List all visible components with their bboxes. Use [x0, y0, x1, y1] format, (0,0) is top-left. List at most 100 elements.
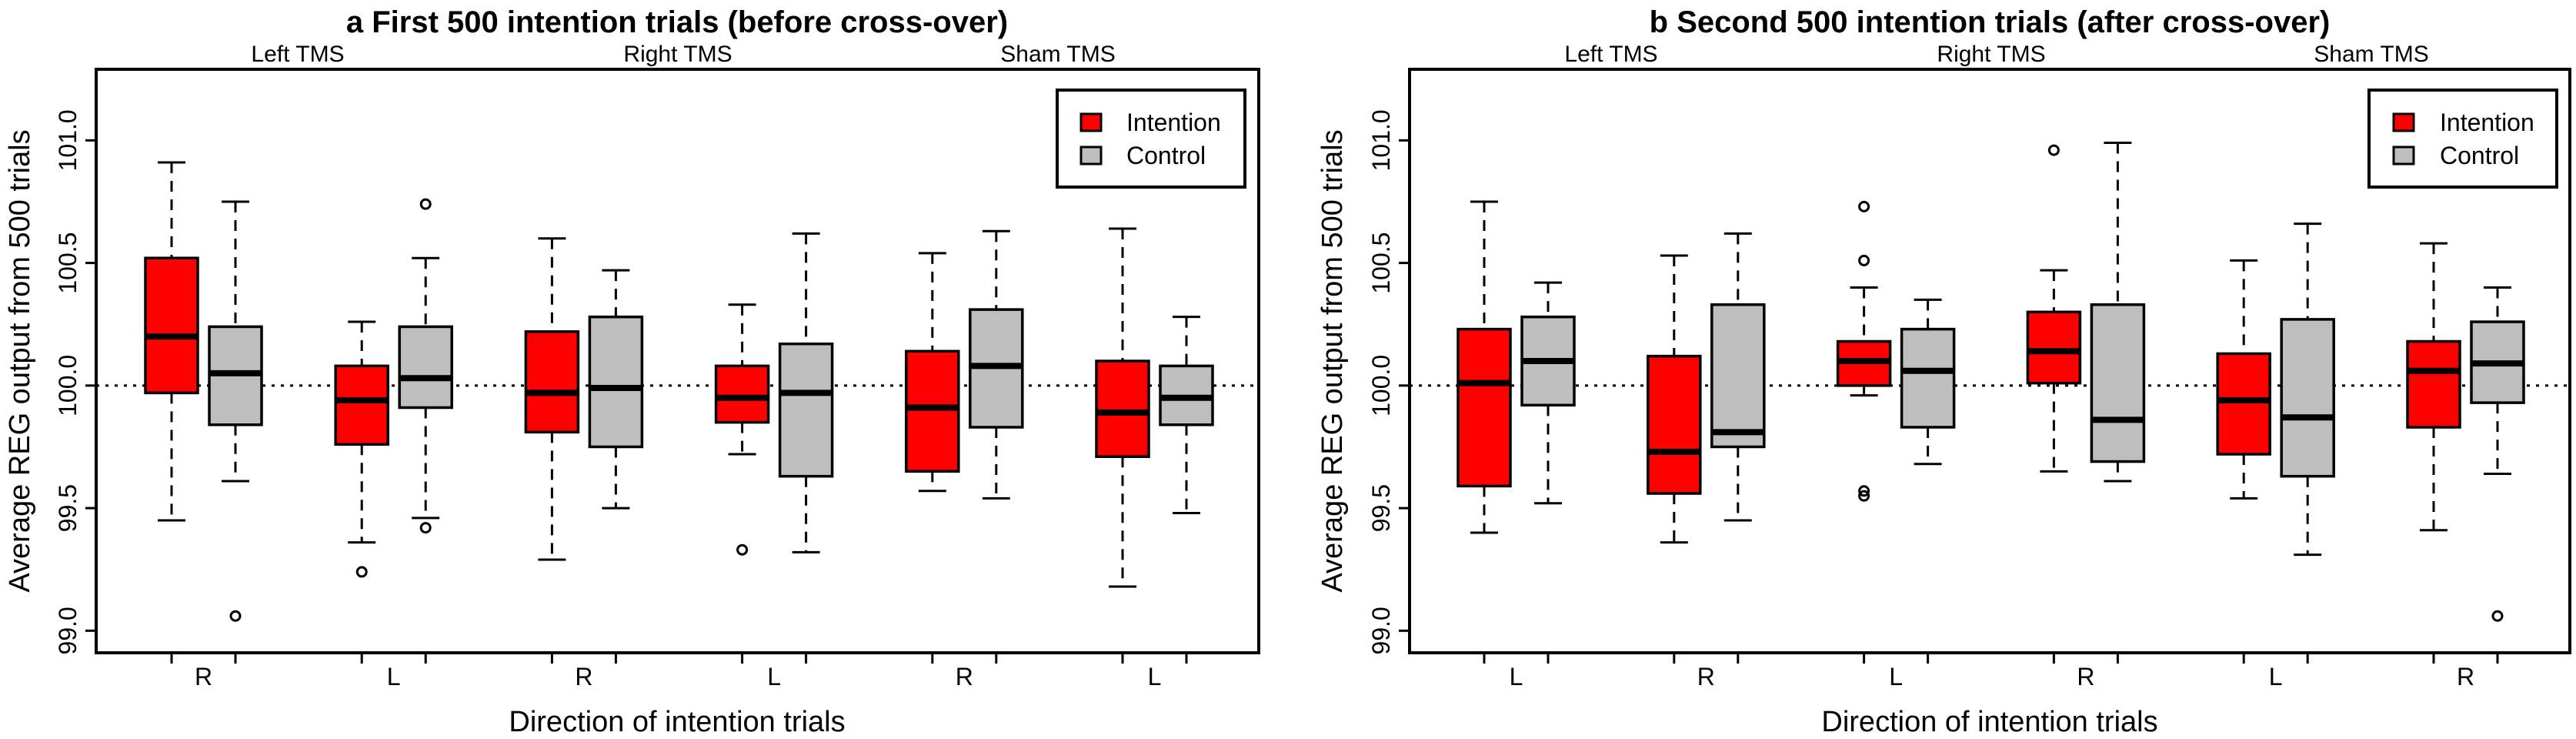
group-label-right-tms: Right TMS	[1937, 42, 2045, 67]
y-tick-label: 100.0	[54, 355, 82, 416]
intention-box	[2216, 259, 2271, 500]
control-box	[1159, 316, 1214, 514]
outlier-point	[2491, 610, 2504, 622]
iqr-box	[1710, 303, 1766, 449]
iqr-box	[334, 364, 389, 446]
y-axis-label: Average REG output from 500 trials	[1316, 129, 1349, 592]
legend-swatch-control	[1079, 145, 1103, 166]
legend-label-intention: Intention	[2440, 109, 2534, 136]
group-label-right-tms: Right TMS	[623, 42, 732, 67]
iqr-box	[2090, 303, 2146, 463]
y-tick-label: 99.5	[1367, 484, 1395, 532]
iqr-box	[524, 330, 580, 434]
y-tick-label: 99.0	[54, 607, 82, 654]
plot-frame	[1408, 68, 2571, 654]
y-ticks: 99.0 99.5 100.0 100.5 101.0 L R L R L R	[1367, 109, 2499, 691]
x-tick-label: L	[387, 663, 401, 691]
iqr-box	[2216, 352, 2271, 456]
x-tick-label: R	[1697, 663, 1715, 691]
intention-box	[714, 303, 770, 556]
group-label-left-tms: Left TMS	[251, 42, 344, 67]
x-axis-label: Direction of intention trials	[509, 706, 845, 738]
x-tick-label: R	[2077, 663, 2094, 691]
group-label-sham-tms: Sham TMS	[2314, 42, 2429, 67]
outlier-point	[355, 566, 368, 578]
iqr-box	[778, 342, 834, 478]
plot-frame	[95, 68, 1260, 654]
boxes	[1410, 142, 2570, 622]
intention-box	[2026, 144, 2082, 473]
group-label-sham-tms: Sham TMS	[1000, 42, 1116, 67]
x-tick-label: L	[2269, 663, 2283, 691]
legend-label-control: Control	[2440, 142, 2519, 169]
intention-box	[1836, 200, 1892, 502]
panel-a: a First 500 intention trials (before cro…	[4, 5, 1260, 738]
legend: Intention Control	[2367, 89, 2558, 189]
intention-box	[334, 320, 389, 578]
panel-b: b Second 500 intention trials (after cro…	[1316, 5, 2571, 738]
y-tick-label: 100.5	[1367, 232, 1395, 294]
outlier-point	[736, 543, 749, 556]
control-box	[2470, 286, 2525, 622]
iqr-box	[905, 349, 960, 473]
outlier-point	[1858, 490, 1870, 502]
y-ticks: 99.0 99.5 100.0 100.5 101.0 R L R L R L	[54, 109, 1188, 691]
x-tick-label: L	[767, 663, 781, 691]
y-tick-label: 101.0	[54, 109, 82, 171]
x-tick-label: R	[575, 663, 592, 691]
x-tick-label: R	[956, 663, 973, 691]
iqr-box	[1457, 327, 1512, 488]
control-box	[588, 269, 644, 510]
intention-box	[1647, 254, 1702, 544]
legend-box	[1056, 89, 1246, 189]
control-box	[398, 198, 453, 534]
legend-swatch-control	[2392, 145, 2415, 166]
control-box	[208, 200, 263, 622]
iqr-box	[2406, 339, 2461, 429]
x-axis-label: Direction of intention trials	[1821, 706, 2157, 738]
boxes	[96, 161, 1259, 622]
outlier-point	[1858, 485, 1870, 497]
y-tick-label: 101.0	[1367, 109, 1395, 171]
y-tick-label: 99.5	[54, 484, 82, 532]
control-box	[1710, 232, 1766, 522]
x-tick-label: L	[1510, 663, 1523, 691]
iqr-box	[144, 256, 199, 395]
outlier-point	[229, 610, 242, 622]
control-box	[1900, 298, 1956, 466]
legend-label-control: Control	[1126, 142, 1206, 169]
intention-box	[144, 161, 199, 522]
iqr-box	[2280, 318, 2335, 478]
x-tick-label: L	[1148, 663, 1162, 691]
iqr-box	[398, 325, 453, 410]
iqr-box	[2026, 310, 2082, 385]
outlier-point	[1858, 200, 1870, 212]
y-axis-label: Average REG output from 500 trials	[4, 129, 36, 592]
iqr-box	[1647, 354, 1702, 495]
y-tick-label: 99.0	[1367, 607, 1395, 654]
group-label-left-tms: Left TMS	[1564, 42, 1657, 67]
iqr-box	[1095, 359, 1150, 458]
control-box	[1520, 281, 1576, 505]
panel-a-title: a First 500 intention trials (before cro…	[346, 5, 1008, 39]
legend-swatch-intention	[2392, 112, 2415, 132]
control-box	[969, 229, 1024, 500]
legend: Intention Control	[1056, 89, 1246, 189]
x-tick-label: R	[195, 663, 212, 691]
outlier-point	[2047, 144, 2060, 156]
control-box	[2280, 222, 2335, 557]
control-box	[2090, 142, 2146, 483]
control-box	[778, 232, 834, 553]
outlier-point	[419, 522, 432, 534]
intention-box	[905, 252, 960, 493]
iqr-box	[588, 315, 644, 449]
x-tick-label: L	[1889, 663, 1903, 691]
legend-label-intention: Intention	[1126, 109, 1221, 136]
y-tick-label: 100.5	[54, 232, 82, 294]
intention-box	[1095, 227, 1150, 588]
intention-box	[1457, 200, 1512, 534]
legend-box	[2367, 89, 2558, 189]
intention-box	[524, 237, 580, 561]
iqr-box	[1900, 327, 1956, 429]
